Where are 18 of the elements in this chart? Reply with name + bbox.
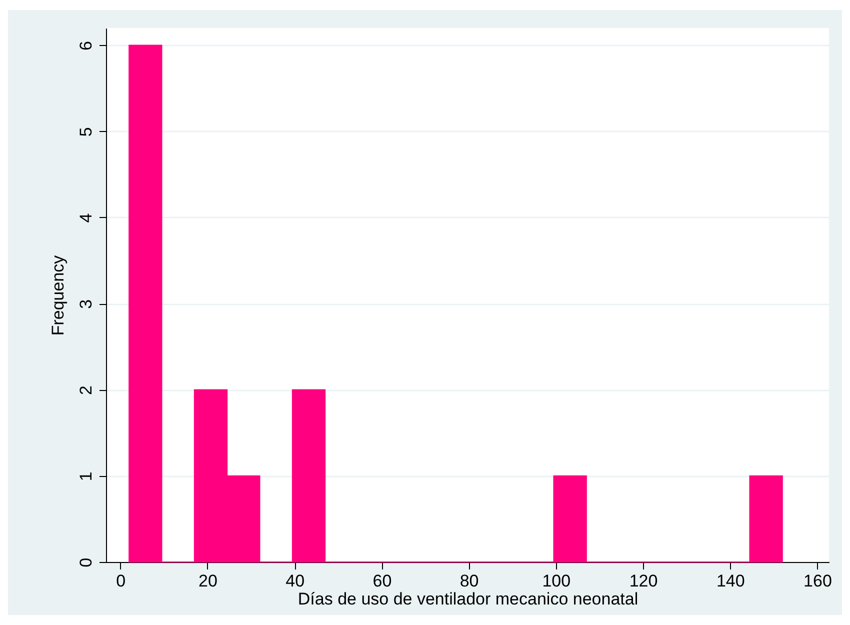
x-tick-label: 140 [716,572,745,590]
y-tick-label: 4 [76,213,96,223]
x-tick-label: 120 [629,572,658,590]
x-tick-label: 80 [460,572,479,590]
y-tick-label: 2 [76,386,96,395]
y-tick-label: 5 [76,127,96,137]
y-tick-label: 1 [76,472,96,482]
x-tick-label: 40 [286,572,305,590]
x-tick-label: 160 [804,572,832,590]
x-tick-label: 60 [372,572,392,590]
x-tick-label: 100 [542,572,571,590]
y-tick-label: 3 [76,299,96,309]
y-tick-label: 0 [76,558,96,568]
y-axis-title: Frequency [48,254,68,336]
x-tick-label: 0 [116,572,126,590]
x-axis-title: Días de uso de ventilador mecanico neonatal [298,590,638,608]
y-tick-label: 6 [76,40,96,50]
x-tick-label: 20 [198,572,218,590]
